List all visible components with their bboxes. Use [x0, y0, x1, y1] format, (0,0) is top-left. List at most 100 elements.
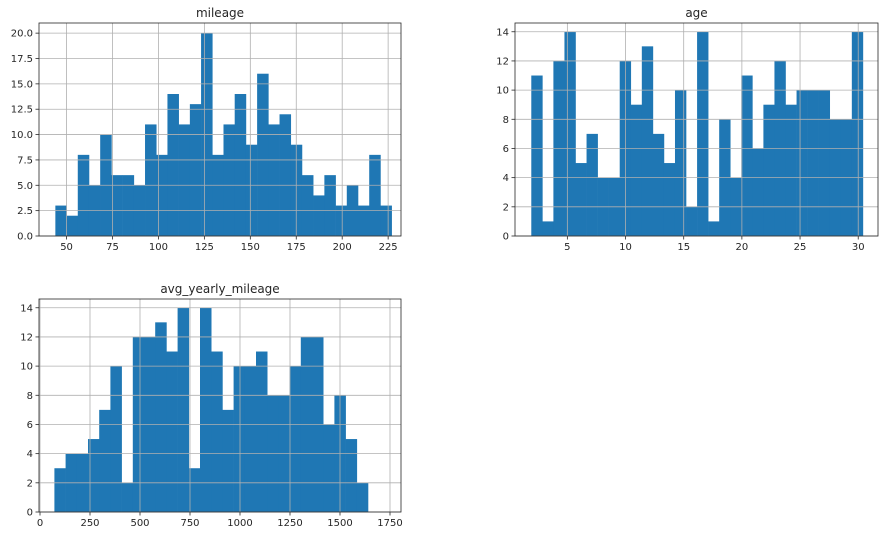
histogram-bar: [564, 31, 576, 237]
x-tick-label: 1000: [227, 518, 252, 529]
x-tick-label: 500: [130, 518, 149, 529]
histogram-bar: [741, 75, 753, 237]
histogram-bar: [54, 468, 66, 512]
histogram-bar: [323, 424, 335, 512]
y-tick-label: 5.0: [17, 181, 33, 192]
histogram-bar: [674, 90, 687, 236]
y-tick-label: 4: [503, 173, 509, 184]
histogram-bar: [256, 351, 268, 512]
histogram-bar: [121, 482, 134, 512]
histogram-bar: [586, 133, 598, 236]
histogram-age: age 5 10 15 20 25 30 0 2 4 6 8 10 12 14: [440, 0, 880, 268]
histogram-bar: [110, 366, 122, 512]
histogram-bar: [807, 90, 819, 236]
histogram-bar: [345, 439, 358, 512]
histogram-bar: [335, 205, 348, 236]
y-tick-label: 4: [27, 449, 33, 460]
histogram-bar: [380, 205, 392, 236]
chart-title: avg_yearly_mileage: [160, 282, 279, 296]
y-tick-label: 0: [27, 508, 33, 519]
histogram-bar: [686, 206, 698, 236]
histogram-bar: [542, 221, 554, 236]
y-tick-label: 20.0: [11, 29, 33, 40]
histogram-bar: [234, 94, 247, 236]
y-tick-label: 2: [27, 478, 33, 489]
x-tick-label: 20: [736, 242, 749, 253]
histogram-bar: [652, 133, 665, 236]
histogram-bar: [122, 175, 135, 236]
x-tick-label: 225: [379, 242, 398, 253]
histogram-bar: [268, 124, 280, 236]
x-tick-label: 1250: [277, 518, 302, 529]
y-tick-label: 10: [20, 362, 33, 373]
y-tick-label: 14: [20, 303, 33, 314]
plot-frame: [514, 22, 879, 237]
chart-svg-mileage: mileage 50 75 100 125 150 175 200 225 0.0 2.5 5.0 7.…: [11, 6, 402, 253]
x-tick-label: 1500: [327, 518, 352, 529]
histogram-bar: [752, 148, 764, 236]
histogram-bar: [188, 468, 201, 512]
x-tick-label: 250: [80, 518, 99, 529]
histogram-bar: [356, 482, 369, 512]
plot-frame: [38, 22, 402, 237]
bars-group: [531, 31, 864, 237]
histogram-bar: [222, 409, 234, 512]
histogram-bar: [177, 307, 190, 512]
histogram-bar: [630, 104, 643, 236]
y-tick-label: 6: [503, 144, 509, 155]
histogram-bar: [279, 114, 292, 236]
y-tick-label: 2.5: [17, 206, 33, 217]
chart-svg-age: age 5 10 15 20 25 30 0 2 4 6 8 10 12 14: [496, 6, 879, 253]
histogram-bar: [663, 163, 676, 236]
histogram-bar: [369, 154, 381, 236]
x-tick-label: 750: [180, 518, 199, 529]
histogram-bar: [575, 163, 587, 236]
y-tick-label: 15.0: [11, 79, 33, 90]
x-tick-label: 125: [195, 242, 214, 253]
histogram-bar: [697, 31, 709, 237]
grid-group: [39, 299, 401, 513]
histogram-bar: [156, 154, 168, 236]
y-tick-label: 12: [20, 332, 33, 343]
histogram-bar: [257, 73, 269, 236]
histogram-bar: [531, 75, 543, 237]
histogram-bar: [301, 175, 314, 236]
x-tick-label: 0: [37, 518, 43, 529]
x-tick-label: 5: [564, 242, 570, 253]
histogram-bar: [289, 366, 302, 512]
histogram-bar: [189, 104, 202, 237]
histogram-bar: [55, 205, 67, 236]
x-tick-label: 15: [677, 242, 690, 253]
chart-title: mileage: [196, 6, 244, 20]
grid-group: [39, 23, 401, 237]
histogram-bar: [88, 439, 100, 512]
y-tick-label: 6: [27, 420, 33, 431]
y-tick-label: 0.0: [17, 232, 33, 243]
histogram-bar: [245, 144, 258, 236]
y-tick-label: 14: [496, 27, 509, 38]
histogram-bar: [313, 195, 325, 236]
histogram-mileage: mileage 50 75 100 125 150 175 200 225 0.0 2.5 5.0 7.…: [0, 0, 440, 268]
histogram-bar: [66, 215, 79, 236]
histogram-bar: [99, 409, 111, 512]
histogram-bar: [708, 221, 720, 236]
histogram-bar: [785, 104, 797, 236]
histogram-bar: [166, 351, 178, 512]
histogram-bar: [223, 124, 236, 236]
histogram-bar: [818, 90, 831, 236]
grid-group: [515, 23, 878, 237]
histogram-bar: [145, 124, 157, 236]
y-tick-label: 10: [496, 86, 509, 97]
x-tick-label: 50: [60, 242, 73, 253]
histogram-bar: [155, 322, 167, 512]
plot-frame: [38, 298, 402, 513]
histogram-bar: [200, 307, 212, 512]
histogram-bar: [211, 351, 223, 512]
histogram-bar: [77, 154, 90, 236]
bars-group: [54, 307, 369, 512]
y-tick-label: 2: [503, 202, 509, 213]
histogram-bar: [178, 124, 191, 236]
x-tick-label: 200: [333, 242, 352, 253]
histogram-bar: [111, 175, 123, 236]
x-tick-label: 25: [794, 242, 807, 253]
